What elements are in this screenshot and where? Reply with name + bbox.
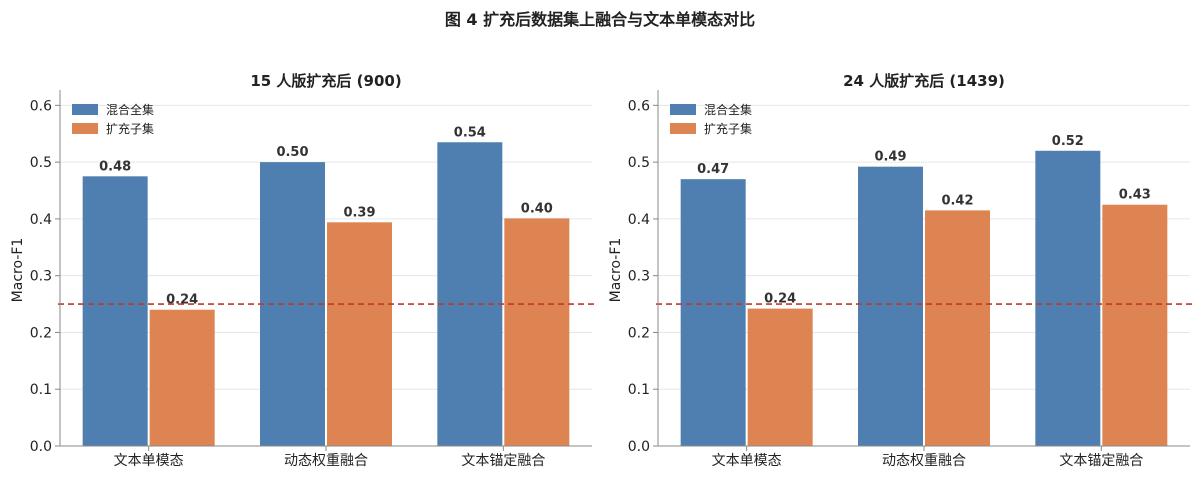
data-label: 0.49 bbox=[874, 150, 906, 165]
y-tick-label: 0.3 bbox=[30, 269, 52, 285]
y-tick-label: 0.0 bbox=[30, 439, 52, 455]
data-label: 0.24 bbox=[166, 293, 198, 308]
y-tick-label: 0.5 bbox=[628, 155, 650, 171]
chart-panel-2: 0.0 0.1 0.2 0.3 0.4 0.5 0.6 0.47 0.49 0.52 0.24 0.4… bbox=[608, 72, 1194, 469]
legend-label-1: 混合全集 bbox=[106, 102, 154, 117]
y-tick-label: 0.2 bbox=[30, 325, 52, 341]
data-label: 0.52 bbox=[1052, 134, 1084, 149]
bar-1-1 bbox=[680, 179, 746, 446]
data-label: 0.42 bbox=[941, 193, 973, 208]
legend-label-2: 扩充子集 bbox=[106, 121, 154, 136]
data-label: 0.40 bbox=[521, 201, 553, 216]
data-label: 0.39 bbox=[343, 205, 375, 220]
data-label: 0.47 bbox=[697, 162, 729, 177]
bar-2-3 bbox=[1102, 204, 1168, 446]
bar-1-2 bbox=[858, 166, 923, 447]
x-tick-label: 文本锚定融合 bbox=[1059, 453, 1143, 469]
bar-2-3 bbox=[504, 218, 570, 446]
figure-title: 图 4 扩充后数据集上融合与文本单模态对比 bbox=[445, 10, 755, 29]
legend-swatch-2 bbox=[72, 123, 98, 134]
bar-2-2 bbox=[327, 222, 392, 446]
data-label: 0.50 bbox=[276, 145, 308, 160]
bar-2-1 bbox=[747, 308, 813, 446]
x-tick-label: 动态权重融合 bbox=[882, 453, 966, 469]
chart-panel-1: 0.0 0.1 0.2 0.3 0.4 0.5 0.6 0.48 0.50 0.54 0.24 0.3… bbox=[10, 72, 596, 469]
y-tick-label: 0.3 bbox=[628, 269, 650, 285]
bar-2-2 bbox=[925, 210, 990, 446]
bar-2-1 bbox=[149, 309, 215, 446]
y-tick-label: 0.0 bbox=[628, 439, 650, 455]
y-tick-label: 0.1 bbox=[30, 382, 52, 398]
y-axis-label: Macro-F1 bbox=[10, 238, 26, 303]
y-tick-label: 0.6 bbox=[30, 98, 52, 114]
y-tick-label: 0.1 bbox=[628, 382, 650, 398]
x-tick-label: 文本单模态 bbox=[114, 453, 184, 469]
bar-1-3 bbox=[1035, 150, 1101, 446]
x-tick-label: 文本锚定融合 bbox=[461, 453, 545, 469]
bar-1-3 bbox=[437, 142, 503, 447]
y-tick-label: 0.4 bbox=[628, 212, 650, 228]
x-tick-label: 文本单模态 bbox=[712, 453, 782, 469]
data-label: 0.54 bbox=[454, 125, 486, 140]
bar-1-1 bbox=[82, 176, 148, 447]
legend-swatch-1 bbox=[72, 104, 98, 115]
y-tick-label: 0.6 bbox=[628, 98, 650, 114]
data-label: 0.43 bbox=[1119, 188, 1151, 203]
y-tick-label: 0.5 bbox=[30, 155, 52, 171]
x-tick-label: 动态权重融合 bbox=[284, 453, 368, 469]
legend-label-1: 混合全集 bbox=[704, 102, 752, 117]
legend-swatch-1 bbox=[670, 104, 696, 115]
legend-swatch-2 bbox=[670, 123, 696, 134]
legend-label-2: 扩充子集 bbox=[704, 121, 752, 136]
panel-title: 15 人版扩充后 (900) bbox=[250, 72, 401, 90]
y-axis-label: Macro-F1 bbox=[608, 238, 624, 303]
panel-title: 24 人版扩充后 (1439) bbox=[843, 72, 1005, 90]
y-tick-label: 0.4 bbox=[30, 212, 52, 228]
y-tick-label: 0.2 bbox=[628, 325, 650, 341]
data-label: 0.48 bbox=[99, 159, 131, 174]
data-label: 0.24 bbox=[764, 292, 796, 307]
